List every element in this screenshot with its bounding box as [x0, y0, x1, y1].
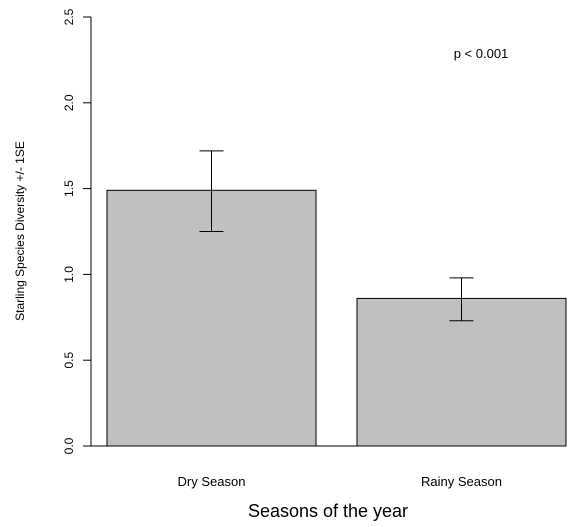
bar [106, 189, 317, 447]
bars [106, 150, 567, 447]
y-tick-label: 2.0 [62, 94, 76, 111]
x-axis-label: Seasons of the year [248, 501, 408, 521]
y-ticks: 0.0 0.5 1.0 1.5 2.0 2.5 [62, 8, 91, 454]
y-tick-label: 0.0 [62, 437, 76, 454]
category-label: Dry Season [178, 474, 246, 489]
annotation-p-value: p < 0.001 [454, 46, 509, 61]
y-tick-label: 2.5 [62, 8, 76, 25]
category-labels: Dry Season Rainy Season [178, 474, 502, 489]
y-tick-label: 0.5 [62, 352, 76, 369]
category-label: Rainy Season [421, 474, 502, 489]
y-tick-label: 1.0 [62, 266, 76, 283]
y-tick-label: 1.5 [62, 180, 76, 197]
y-axis-label: Starling Species Diversity +/- 1SE [13, 141, 27, 321]
bar [356, 297, 567, 447]
